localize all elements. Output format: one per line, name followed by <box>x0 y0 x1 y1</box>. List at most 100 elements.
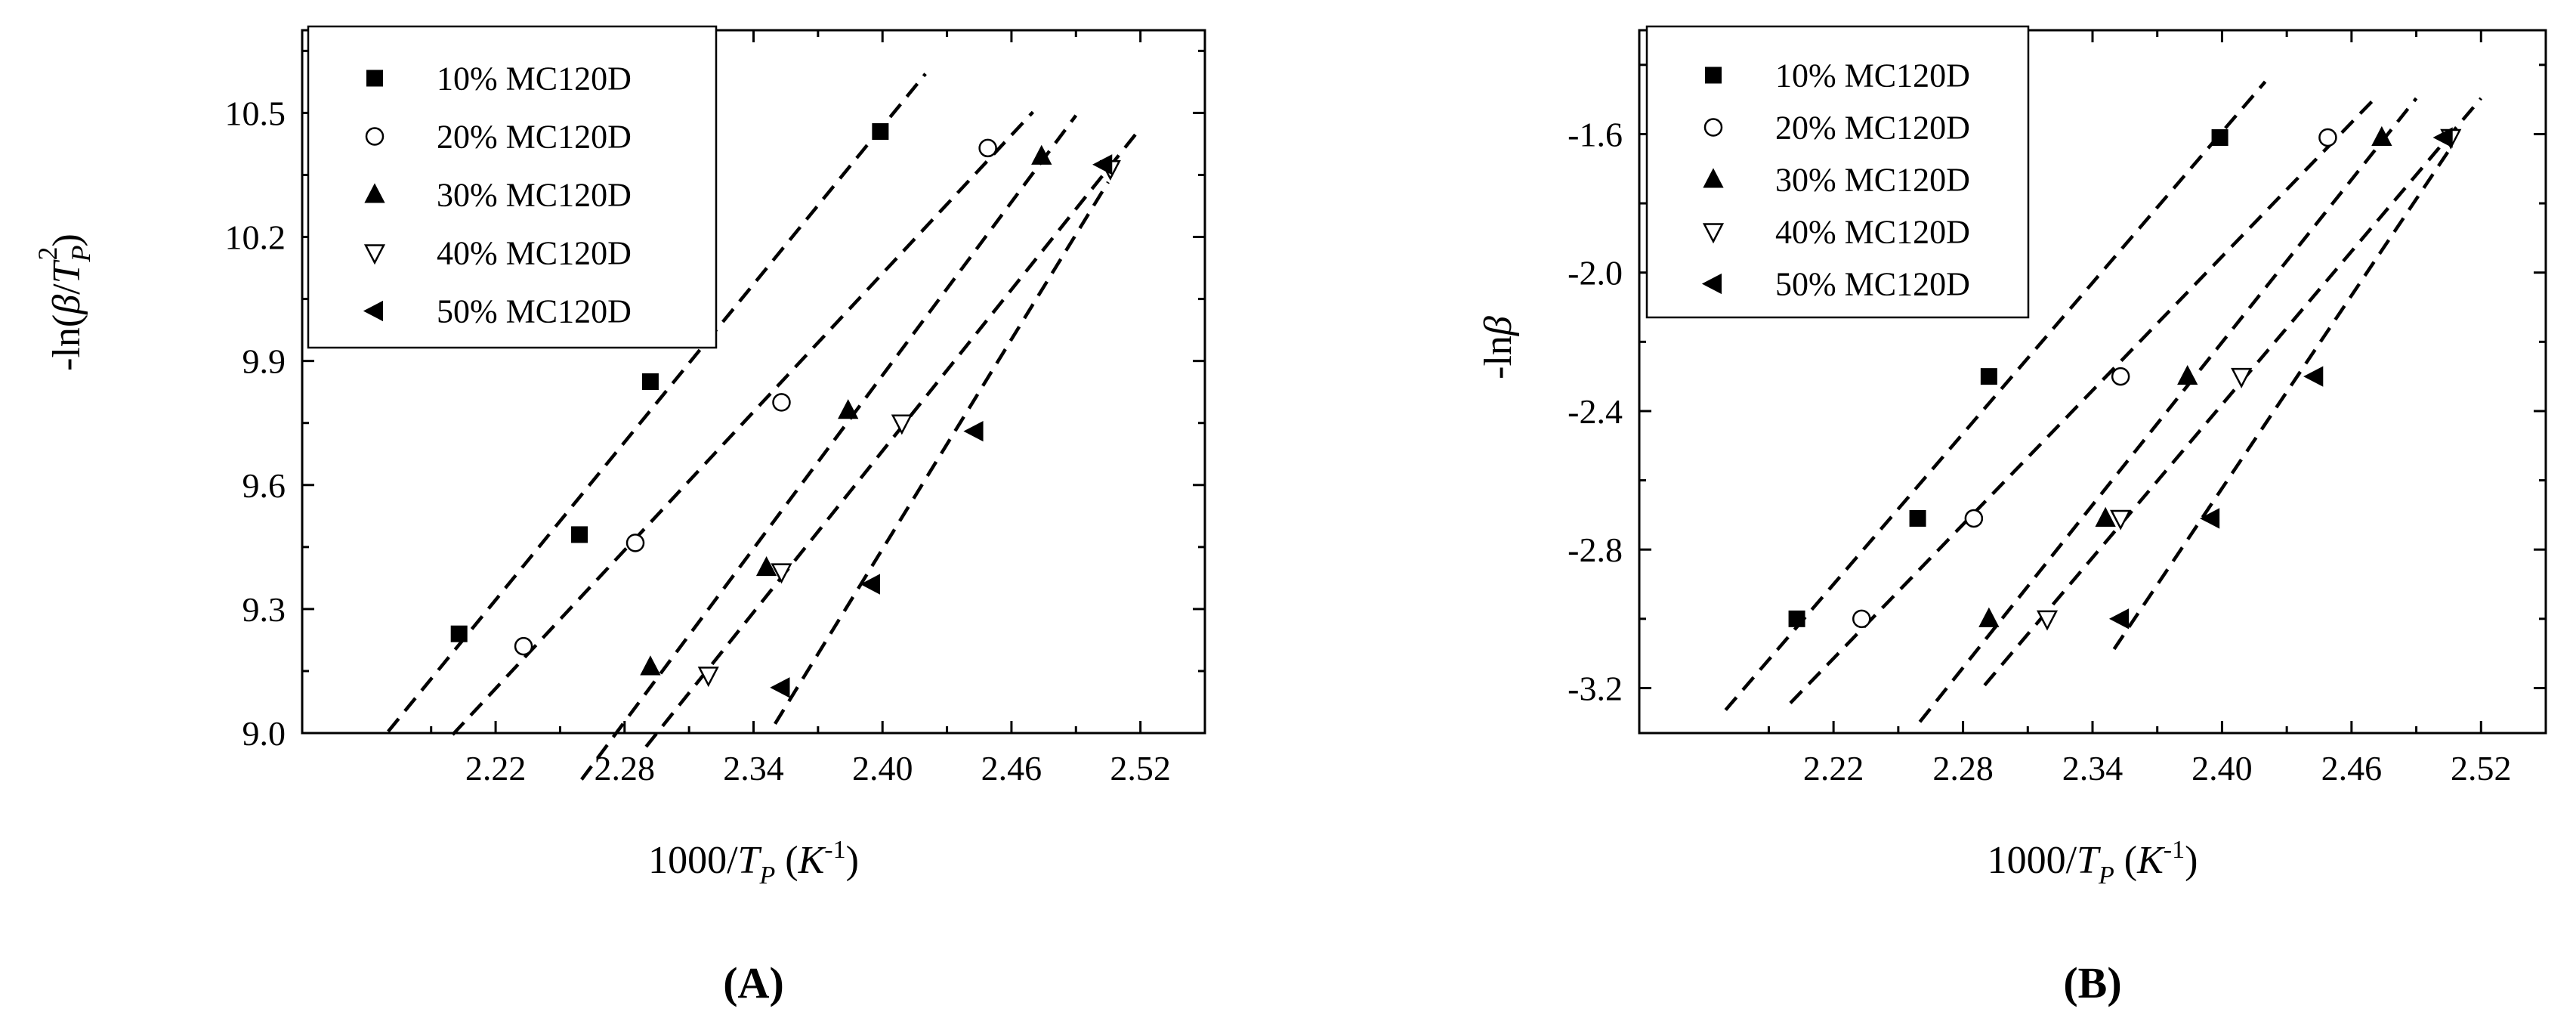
legend-marker <box>365 127 385 146</box>
data-point <box>2111 367 2130 386</box>
fit-line-4 <box>1983 97 2483 687</box>
legend-marker <box>364 183 385 203</box>
y-tick-label: -2.0 <box>1568 254 1623 292</box>
fit-line-2 <box>1789 99 2375 704</box>
fit-line-1 <box>387 73 927 733</box>
x-tick-label: 2.28 <box>1932 749 1994 787</box>
x-axis-label: 1000/TP (K-1) <box>1988 836 2198 890</box>
chart-panel-a: 2.22 2.28 2.34 2.40 2.46 2.52 9.0 9.3 9.6 9.9 10.2… <box>32 25 1206 1007</box>
data-point <box>860 574 880 595</box>
y-tick-label: 9.3 <box>242 590 286 629</box>
y-tick-label: 9.0 <box>242 714 286 753</box>
data-point <box>978 138 997 158</box>
data-point <box>2199 508 2220 529</box>
legend-label: 20% MC120D <box>1775 110 1970 147</box>
data-point <box>891 414 913 435</box>
legend-label: 30% MC120D <box>437 177 632 214</box>
y-axis: -3.2 -2.8 -2.4 -2.0 -1.6 <box>1568 63 2546 707</box>
data-point <box>571 526 588 543</box>
x-tick-label: 2.40 <box>2191 749 2253 787</box>
x-axis: 2.22 2.28 2.34 2.40 2.46 2.52 <box>1767 30 2512 787</box>
y-tick-label: -3.2 <box>1568 669 1623 707</box>
x-tick-label: 2.52 <box>1110 749 1171 787</box>
fit-lines <box>387 73 1142 781</box>
data-point <box>1978 607 2000 627</box>
legend-marker <box>1703 118 1723 137</box>
legend-marker <box>1703 168 1724 188</box>
data-point <box>514 636 533 656</box>
data-point <box>697 667 719 688</box>
data-point <box>770 677 790 698</box>
legend-label: 10% MC120D <box>1775 57 1970 94</box>
fit-line-3 <box>580 114 1078 781</box>
data-point <box>1964 509 1984 528</box>
chart-panel-b: 2.22 2.28 2.34 2.40 2.46 2.52 -3.2 -2.8 -2.4 -2.0… <box>1477 25 2547 1007</box>
x-tick-label: 2.28 <box>595 749 656 787</box>
series-1 <box>450 123 889 642</box>
data-point <box>771 563 792 584</box>
x-tick-label: 2.40 <box>852 749 913 787</box>
fit-line-3 <box>1918 97 2418 723</box>
legend-marker <box>1705 67 1722 84</box>
legend-label: 40% MC120D <box>1775 214 1970 251</box>
data-point <box>2108 608 2130 630</box>
data-point <box>1788 610 1805 627</box>
data-point <box>2432 127 2453 148</box>
y-tick-label: 10.2 <box>225 218 286 257</box>
data-point <box>838 399 859 419</box>
data-point <box>2371 125 2392 147</box>
y-tick-label: 10.5 <box>225 94 286 132</box>
fit-line-1 <box>1724 80 2267 711</box>
data-point <box>1092 154 1113 175</box>
data-point <box>2318 128 2337 147</box>
legend-marker <box>1701 273 1722 295</box>
data-point <box>755 556 777 577</box>
x-tick-label: 2.34 <box>2062 749 2124 787</box>
data-points <box>450 123 1121 698</box>
series-3 <box>1978 125 2392 627</box>
legend-label: 30% MC120D <box>1775 162 1970 199</box>
legend-label: 20% MC120D <box>437 119 632 156</box>
series-2 <box>514 138 997 656</box>
y-axis-label: -ln(β/TP2) <box>32 234 96 371</box>
x-axis-label: 1000/TP (K-1) <box>648 836 859 890</box>
data-point <box>640 655 661 676</box>
series-4 <box>2036 128 2462 631</box>
y-tick-label: 9.6 <box>242 466 286 505</box>
data-point <box>772 393 791 412</box>
legend-marker <box>363 300 383 322</box>
x-axis: 2.22 2.28 2.34 2.40 2.46 2.52 <box>430 30 1171 787</box>
legend-marker <box>366 70 383 87</box>
data-point <box>641 373 659 390</box>
x-tick-label: 2.22 <box>1803 749 1864 787</box>
data-point <box>1031 144 1052 165</box>
y-tick-label: -2.8 <box>1568 531 1623 569</box>
data-points <box>1788 125 2462 631</box>
legend-marker <box>1702 223 1725 244</box>
data-point <box>2177 364 2198 385</box>
x-tick-label: 2.52 <box>2451 749 2512 787</box>
fit-line-4 <box>644 127 1142 748</box>
data-point <box>450 625 468 642</box>
y-tick-label: -1.6 <box>1568 115 1623 153</box>
legend-label: 50% MC120D <box>1775 266 1970 303</box>
series-3 <box>640 144 1052 676</box>
x-tick-label: 2.46 <box>2321 749 2383 787</box>
y-tick-label: -2.4 <box>1568 392 1623 431</box>
data-point <box>963 420 984 442</box>
data-point <box>1909 509 1926 527</box>
panel-label: (B) <box>2063 958 2121 1007</box>
data-point <box>2231 367 2253 388</box>
y-axis: 9.0 9.3 9.6 9.9 10.2 10.5 <box>225 49 1205 753</box>
data-point <box>2095 506 2116 527</box>
legend-label: 10% MC120D <box>437 60 632 97</box>
legend-label: 40% MC120D <box>437 235 632 272</box>
data-point <box>2036 610 2059 631</box>
legend: 10% MC120D 20% MC120D 30% MC120D 40% MC120D… <box>1645 25 2030 319</box>
x-tick-label: 2.34 <box>723 749 784 787</box>
series-2 <box>1852 128 2337 629</box>
series-5 <box>2108 127 2453 630</box>
data-point <box>872 123 889 141</box>
panel-label: (A) <box>723 958 784 1007</box>
